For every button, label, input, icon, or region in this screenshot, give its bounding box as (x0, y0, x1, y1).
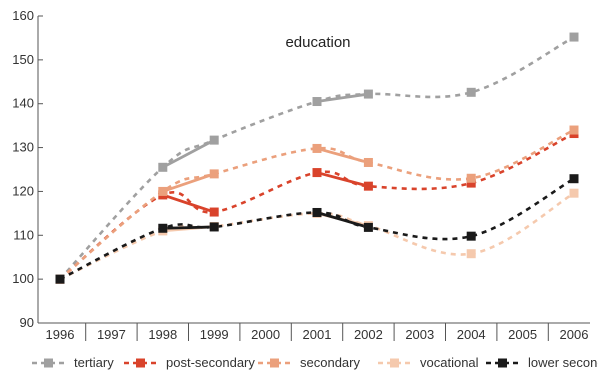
data-point (209, 207, 219, 217)
data-point (569, 125, 579, 135)
x-tick-label: 1997 (97, 327, 126, 342)
series-line-dashed (59, 192, 575, 281)
data-point (466, 87, 476, 97)
legend-label: post-secondary (166, 355, 255, 370)
data-point (466, 249, 476, 259)
legend-label: vocational (420, 355, 479, 370)
series-lines (59, 35, 575, 281)
legend-label: secondary (300, 355, 360, 370)
data-point (312, 207, 322, 217)
series-markers (55, 32, 579, 284)
data-point (569, 174, 579, 184)
data-point (312, 168, 322, 178)
data-point (55, 274, 65, 284)
x-tick-label: 1999 (200, 327, 229, 342)
data-point (466, 173, 476, 183)
data-point (209, 169, 219, 179)
data-point (466, 178, 476, 188)
data-point (158, 223, 168, 233)
data-point (363, 222, 373, 232)
legend: tertiary post-secondary secondary vocationa… (32, 355, 598, 370)
legend-swatch-marker (390, 358, 399, 368)
x-tick-label: 2000 (251, 327, 280, 342)
data-point (158, 162, 168, 172)
y-tick-label: 120 (12, 183, 34, 198)
series-line-solid (162, 225, 215, 230)
series-line-solid (316, 92, 369, 103)
y-tick-label: 100 (12, 271, 34, 286)
x-tick-label: 2004 (457, 327, 486, 342)
y-tick-label: 160 (12, 8, 34, 23)
data-point (209, 135, 219, 145)
x-tick-label: 2003 (405, 327, 434, 342)
data-point (158, 186, 168, 196)
data-point (363, 89, 373, 99)
y-tick-label: 140 (12, 96, 34, 111)
data-point (312, 143, 322, 153)
x-tick-label: 2002 (354, 327, 383, 342)
series-line-solid (316, 171, 369, 188)
series-line-dashed (59, 132, 575, 281)
x-tick-label: 2001 (303, 327, 332, 342)
y-tick-label: 110 (13, 227, 34, 242)
data-point (363, 181, 373, 191)
x-tick-label: 2006 (560, 327, 589, 342)
data-point (312, 97, 322, 107)
data-point (569, 188, 579, 198)
data-point (466, 231, 476, 241)
series-line-dashed (59, 35, 575, 281)
legend-swatch-marker (44, 358, 53, 368)
y-tick-label: 150 (12, 52, 34, 67)
legend-swatch-marker (136, 358, 145, 368)
legend-swatch-marker (498, 358, 507, 368)
data-point (363, 157, 373, 167)
axes: 90 100 110 120 130 140 150 160 1996 1997 1998 1999 2… (12, 8, 590, 342)
data-point (569, 32, 579, 42)
series-line-solid (316, 211, 369, 229)
legend-label: tertiary (74, 355, 114, 370)
series-line-solid (316, 147, 369, 164)
series-line-solid (162, 172, 215, 193)
x-tick-label: 2005 (508, 327, 537, 342)
series-line-solid (162, 138, 215, 169)
x-tick-label: 1998 (148, 327, 177, 342)
x-tick-label: 1996 (46, 327, 75, 342)
legend-swatch-marker (270, 358, 279, 368)
legend-label: lower secondary (528, 355, 598, 370)
y-tick-label: 90 (20, 315, 34, 330)
data-point (209, 222, 219, 232)
y-tick-label: 130 (12, 140, 34, 155)
series-line-solid (162, 193, 215, 214)
chart-title: education (285, 34, 350, 51)
